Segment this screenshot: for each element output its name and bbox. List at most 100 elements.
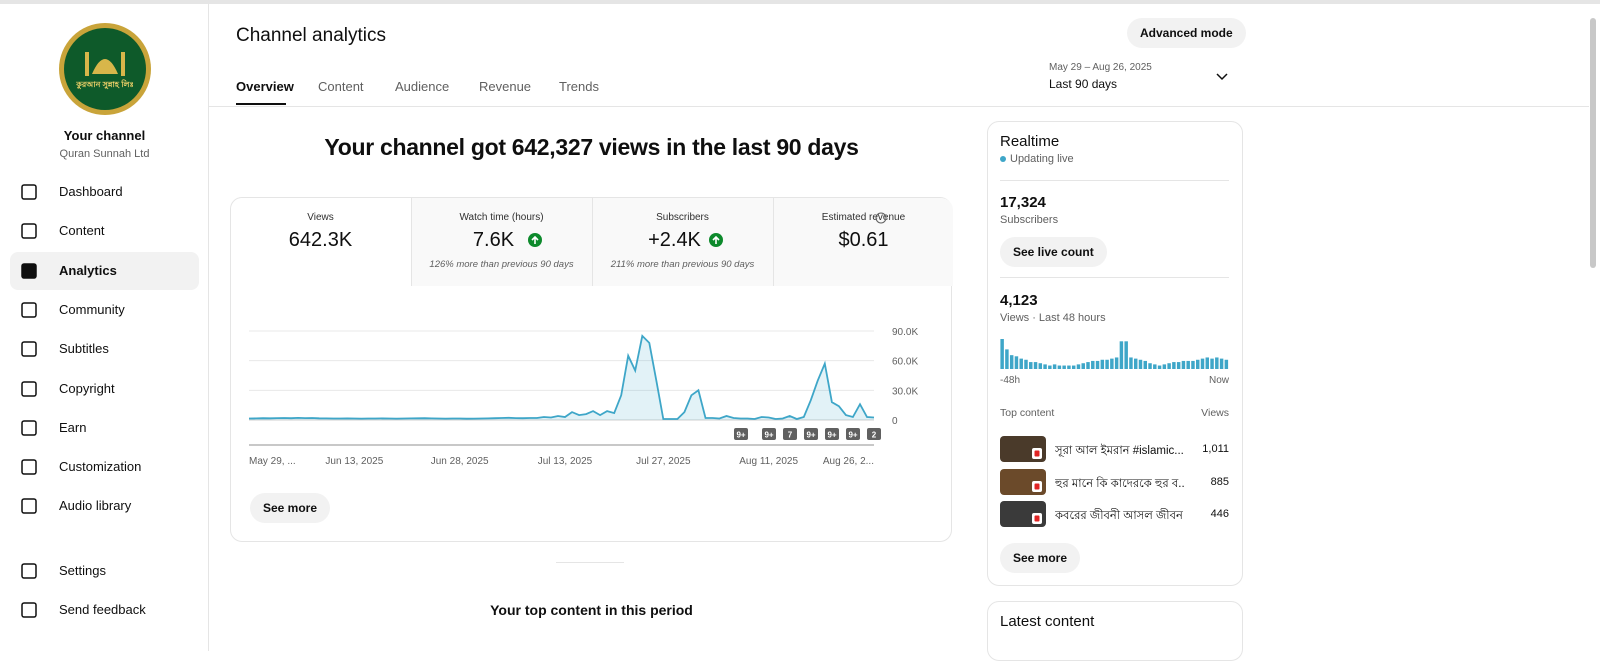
bar (1076, 364, 1081, 369)
nav-item[interactable]: Earn (59, 419, 87, 435)
nav-icon-shape (21, 459, 37, 475)
nav-item[interactable]: Send feedback (59, 602, 146, 617)
tab[interactable]: Overview (236, 79, 294, 94)
bar (1024, 359, 1028, 369)
metric-label: Watch time (hours) (459, 212, 544, 223)
tab[interactable]: Trends (559, 79, 599, 94)
metric-note: 126% more than previous 90 days (429, 259, 574, 270)
info-icon (875, 212, 887, 224)
area (249, 335, 874, 420)
bar (1114, 357, 1119, 369)
date-range[interactable]: May 29 – Aug 26, 2025 (1049, 62, 1152, 73)
divider (1000, 180, 1229, 181)
x-tick-label: Jul 27, 2025 (636, 456, 691, 467)
trend-up-icon (527, 233, 542, 247)
content-title[interactable]: সূরা আল ইমরান #islamic... (1055, 445, 1184, 457)
realtime-see-more-button[interactable]: See more (1000, 543, 1081, 573)
bar (1057, 365, 1062, 369)
tab[interactable]: Audience (395, 79, 450, 94)
live-dot (1000, 156, 1006, 162)
logo-minaret (85, 52, 89, 76)
bar (1205, 357, 1210, 369)
tab[interactable]: Content (318, 79, 364, 94)
subscriber-count: 17,324 (1000, 194, 1046, 211)
annotation-label: 9+ (827, 431, 836, 440)
content-views: 1,011 (1202, 443, 1229, 455)
bar (1105, 359, 1109, 369)
annotation-badge (804, 428, 818, 440)
annotation-label: 9+ (736, 431, 745, 440)
nav-icon (21, 223, 37, 240)
nav-item[interactable]: Subtitles (59, 341, 109, 357)
top-content-title: Top content (1000, 407, 1055, 419)
chevron (1216, 73, 1228, 81)
nav-item[interactable]: Audio library (59, 498, 132, 514)
realtime-views-chart (1000, 339, 1229, 369)
overview-card (230, 197, 952, 542)
metric-tile[interactable] (592, 198, 773, 286)
bar (1210, 358, 1214, 369)
annotation-badge (762, 428, 776, 440)
content-title[interactable]: কবরের জীবনী আসল জীবন ... (1055, 510, 1185, 522)
annotation-label: 9+ (848, 431, 857, 440)
advanced-mode-button[interactable]: Advanced mode (1127, 18, 1246, 48)
metric-value: +2.4K (648, 229, 701, 251)
bar (1148, 363, 1152, 369)
nav-icon-shape (21, 341, 37, 357)
annotation-label: 7 (788, 431, 793, 440)
bar (1200, 358, 1205, 369)
trend-arrow (530, 235, 539, 244)
tab-underline (236, 103, 286, 105)
trend-arrow (711, 235, 720, 244)
x-tick-label: May 29, ... (249, 456, 296, 467)
nav-item[interactable]: Customization (59, 459, 142, 475)
annotation-badge (734, 428, 748, 440)
nav-item[interactable]: Settings (59, 563, 106, 578)
nav-item[interactable]: Content (59, 223, 105, 239)
content-title[interactable]: হুর মানে কি কাদেরকে হুর ব... (1055, 477, 1185, 490)
metric-label: Subscribers (656, 212, 709, 223)
live-count-button[interactable]: See live count (1000, 237, 1107, 267)
metric-tile[interactable] (773, 198, 953, 286)
bar (1005, 349, 1009, 369)
latest-content-card (987, 601, 1243, 661)
nav-icon (21, 341, 37, 357)
channel-title: Your channel (63, 128, 146, 143)
bar (1009, 355, 1014, 369)
realtime-title: Realtime (1000, 133, 1060, 150)
metric-tile[interactable] (411, 198, 592, 286)
tab[interactable]: Revenue (479, 79, 532, 94)
nav-icon-shape (21, 498, 37, 515)
bar (1071, 365, 1076, 369)
bar (1043, 364, 1047, 369)
headline: Your channel got 642,327 views in the la… (324, 134, 859, 160)
metric-label: Estimated revenue (821, 212, 906, 223)
bar (1162, 364, 1167, 369)
bar (1224, 359, 1229, 369)
divider (1000, 277, 1229, 278)
bar (1091, 360, 1095, 369)
annotation-badge (783, 428, 797, 440)
period[interactable]: Last 90 days (1049, 77, 1118, 91)
nav-item[interactable]: Dashboard (59, 184, 123, 199)
annotation-badge (867, 428, 881, 440)
bar (1086, 362, 1090, 369)
line (248, 334, 875, 420)
bar (1191, 360, 1195, 369)
bar (1215, 357, 1219, 369)
bar (1033, 362, 1038, 369)
header-border (209, 106, 1589, 107)
y-tick-label: 0 (892, 416, 898, 427)
nav-icon (21, 380, 37, 397)
bar (1138, 359, 1143, 369)
nav-item[interactable]: Copyright (59, 380, 115, 396)
sidebar-border (208, 4, 209, 651)
nav-item[interactable]: Analytics (59, 262, 117, 278)
dropdown-chevron (1216, 73, 1228, 81)
nav-icon (21, 184, 37, 200)
see-more-button[interactable]: See more (250, 493, 331, 523)
nav-item[interactable]: Community (59, 301, 125, 317)
metric-tile[interactable] (231, 198, 411, 286)
bar (1019, 358, 1023, 369)
